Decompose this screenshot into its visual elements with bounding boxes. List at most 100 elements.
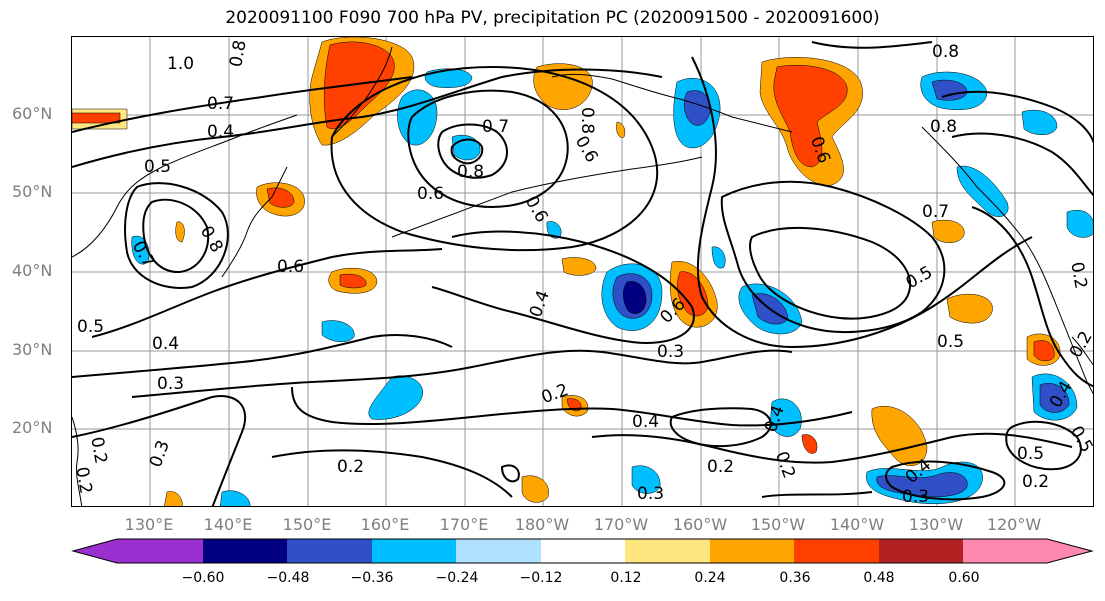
pv-contour-line [761, 491, 873, 498]
colorbar-tick: 0.24 [694, 570, 726, 586]
pv-contour-line [291, 386, 853, 427]
precip-negative-blob [397, 89, 438, 146]
colorbar-tick: −0.12 [519, 570, 563, 586]
precip-positive-blob [323, 41, 395, 130]
pv-contour-line [450, 138, 484, 165]
precip-negative-blob [631, 465, 661, 494]
map-area: 1.0 0.8 0.7 0.4 0.5 0.8 0.7 0.8 0.6 0.6 … [71, 36, 1094, 507]
precip-negative-blob [623, 281, 647, 314]
contour-label: 0.5 [937, 332, 964, 352]
precip-negative-blob [711, 246, 726, 269]
lon-label-170e: 170°E [439, 515, 489, 534]
contour-label: 0.6 [417, 184, 444, 204]
precip-negative-blob [424, 68, 473, 88]
pv-contour-line [1005, 420, 1082, 471]
colorbar-tick: −0.60 [181, 570, 225, 586]
colorbar-tick: −0.48 [266, 570, 310, 586]
contour-label: 0.3 [157, 374, 184, 394]
lat-label-50n: 50°N [12, 182, 53, 201]
colorbar-segment [372, 539, 456, 563]
precip-positive-blob [616, 121, 626, 138]
map-title: 2020091100 F090 700 hPa PV, precipitatio… [225, 8, 880, 28]
contour-label: 1.0 [167, 54, 194, 74]
contour-label: 0.5 [77, 317, 104, 337]
colorbar-segment [203, 539, 287, 563]
pv-contour-line [431, 230, 695, 344]
coastline-mexico [1071, 336, 1093, 366]
pv-contour-line [971, 206, 1093, 388]
precip-negative-blob [769, 398, 802, 437]
lat-label-60n: 60°N [12, 104, 53, 123]
contour-label: 0.3 [657, 342, 684, 362]
contour-label: 0.2 [1066, 328, 1094, 361]
contour-label: 0.4 [207, 122, 234, 142]
lon-label-160w: 160°W [672, 515, 728, 534]
pv-contour-line [591, 432, 1073, 464]
colorbar-extension-low [73, 539, 117, 563]
contour-label: 0.5 [903, 262, 936, 293]
colorbar-outline [71, 538, 1094, 564]
colorbar-segment [879, 539, 963, 563]
contour-label: 0.5 [1066, 423, 1094, 456]
contour-label: 0.7 [922, 202, 949, 222]
colorbar-tick: 0.12 [610, 570, 642, 586]
colorbar-tick: 0.48 [863, 570, 895, 586]
colorbar-segment [963, 539, 1047, 563]
precip-negative-blob [1066, 209, 1093, 238]
lon-label-180w: 180°W [514, 515, 570, 534]
lon-label-130w: 130°W [908, 515, 964, 534]
lon-label-130e: 130°E [124, 515, 174, 534]
precip-positive-blob [871, 405, 928, 466]
pv-contour-line [91, 248, 443, 338]
contour-label: 0.4 [526, 288, 554, 320]
contour-label: 0.4 [152, 334, 179, 354]
contour-label: 0.8 [226, 39, 250, 69]
pv-contour-line [720, 180, 946, 333]
precip-negative-blob [956, 165, 1009, 217]
pv-contour-line [124, 182, 229, 289]
coastline-philippines [72, 416, 83, 506]
coastlines [72, 46, 1093, 506]
coastline-asia [72, 114, 298, 258]
pv-contour-line [749, 226, 912, 320]
colorbar-tick: −0.36 [350, 570, 394, 586]
contour-label: 0.2 [707, 457, 734, 477]
pv-contour-line [72, 334, 453, 378]
contour-label: 0.6 [571, 133, 602, 166]
contour-label: 0.8 [932, 42, 959, 62]
precip-positive-blob [164, 491, 183, 506]
precip-positive-blob [931, 219, 965, 243]
pv-contour-line [691, 56, 1033, 349]
contour-label: 0.2 [86, 435, 110, 465]
precip-positive-blob [533, 63, 593, 110]
lat-label-30n: 30°N [12, 340, 53, 359]
contour-label: 0.3 [637, 484, 664, 504]
pv-contour-line [131, 349, 793, 398]
lon-label-150w: 150°W [750, 515, 806, 534]
contour-label: 0.8 [457, 162, 484, 182]
contour-label: 0.8 [930, 117, 957, 137]
colorbar-tick: −0.24 [435, 570, 479, 586]
precip-positive-blob [773, 64, 848, 168]
coastline-alaska [551, 73, 793, 133]
precip-negative-blob [1021, 109, 1058, 135]
map-svg: 1.0 0.8 0.7 0.4 0.5 0.8 0.7 0.8 0.6 0.6 … [72, 37, 1094, 506]
contour-label: 0.5 [144, 157, 171, 177]
contour-label: 0.8 [577, 107, 597, 134]
contour-label: 0.2 [1066, 260, 1090, 290]
colorbar-segment [794, 539, 879, 563]
pv-contour-line [142, 198, 210, 274]
precip-positive-blob [1033, 340, 1055, 362]
lon-label-140e: 140°E [203, 515, 253, 534]
coastline-japan [221, 166, 288, 278]
precip-positive-blob [946, 293, 993, 324]
colorbar-segment [710, 539, 794, 563]
precip-positive-blob [561, 257, 597, 276]
contour-label: 0.8 [196, 223, 227, 256]
contour-label: 0.2 [771, 449, 799, 481]
colorbar-segment [117, 539, 203, 563]
contour-label: 0.2 [72, 465, 96, 495]
colorbar-segment [541, 539, 625, 563]
pv-contour-line [500, 464, 520, 483]
pv-contours [72, 41, 1093, 506]
